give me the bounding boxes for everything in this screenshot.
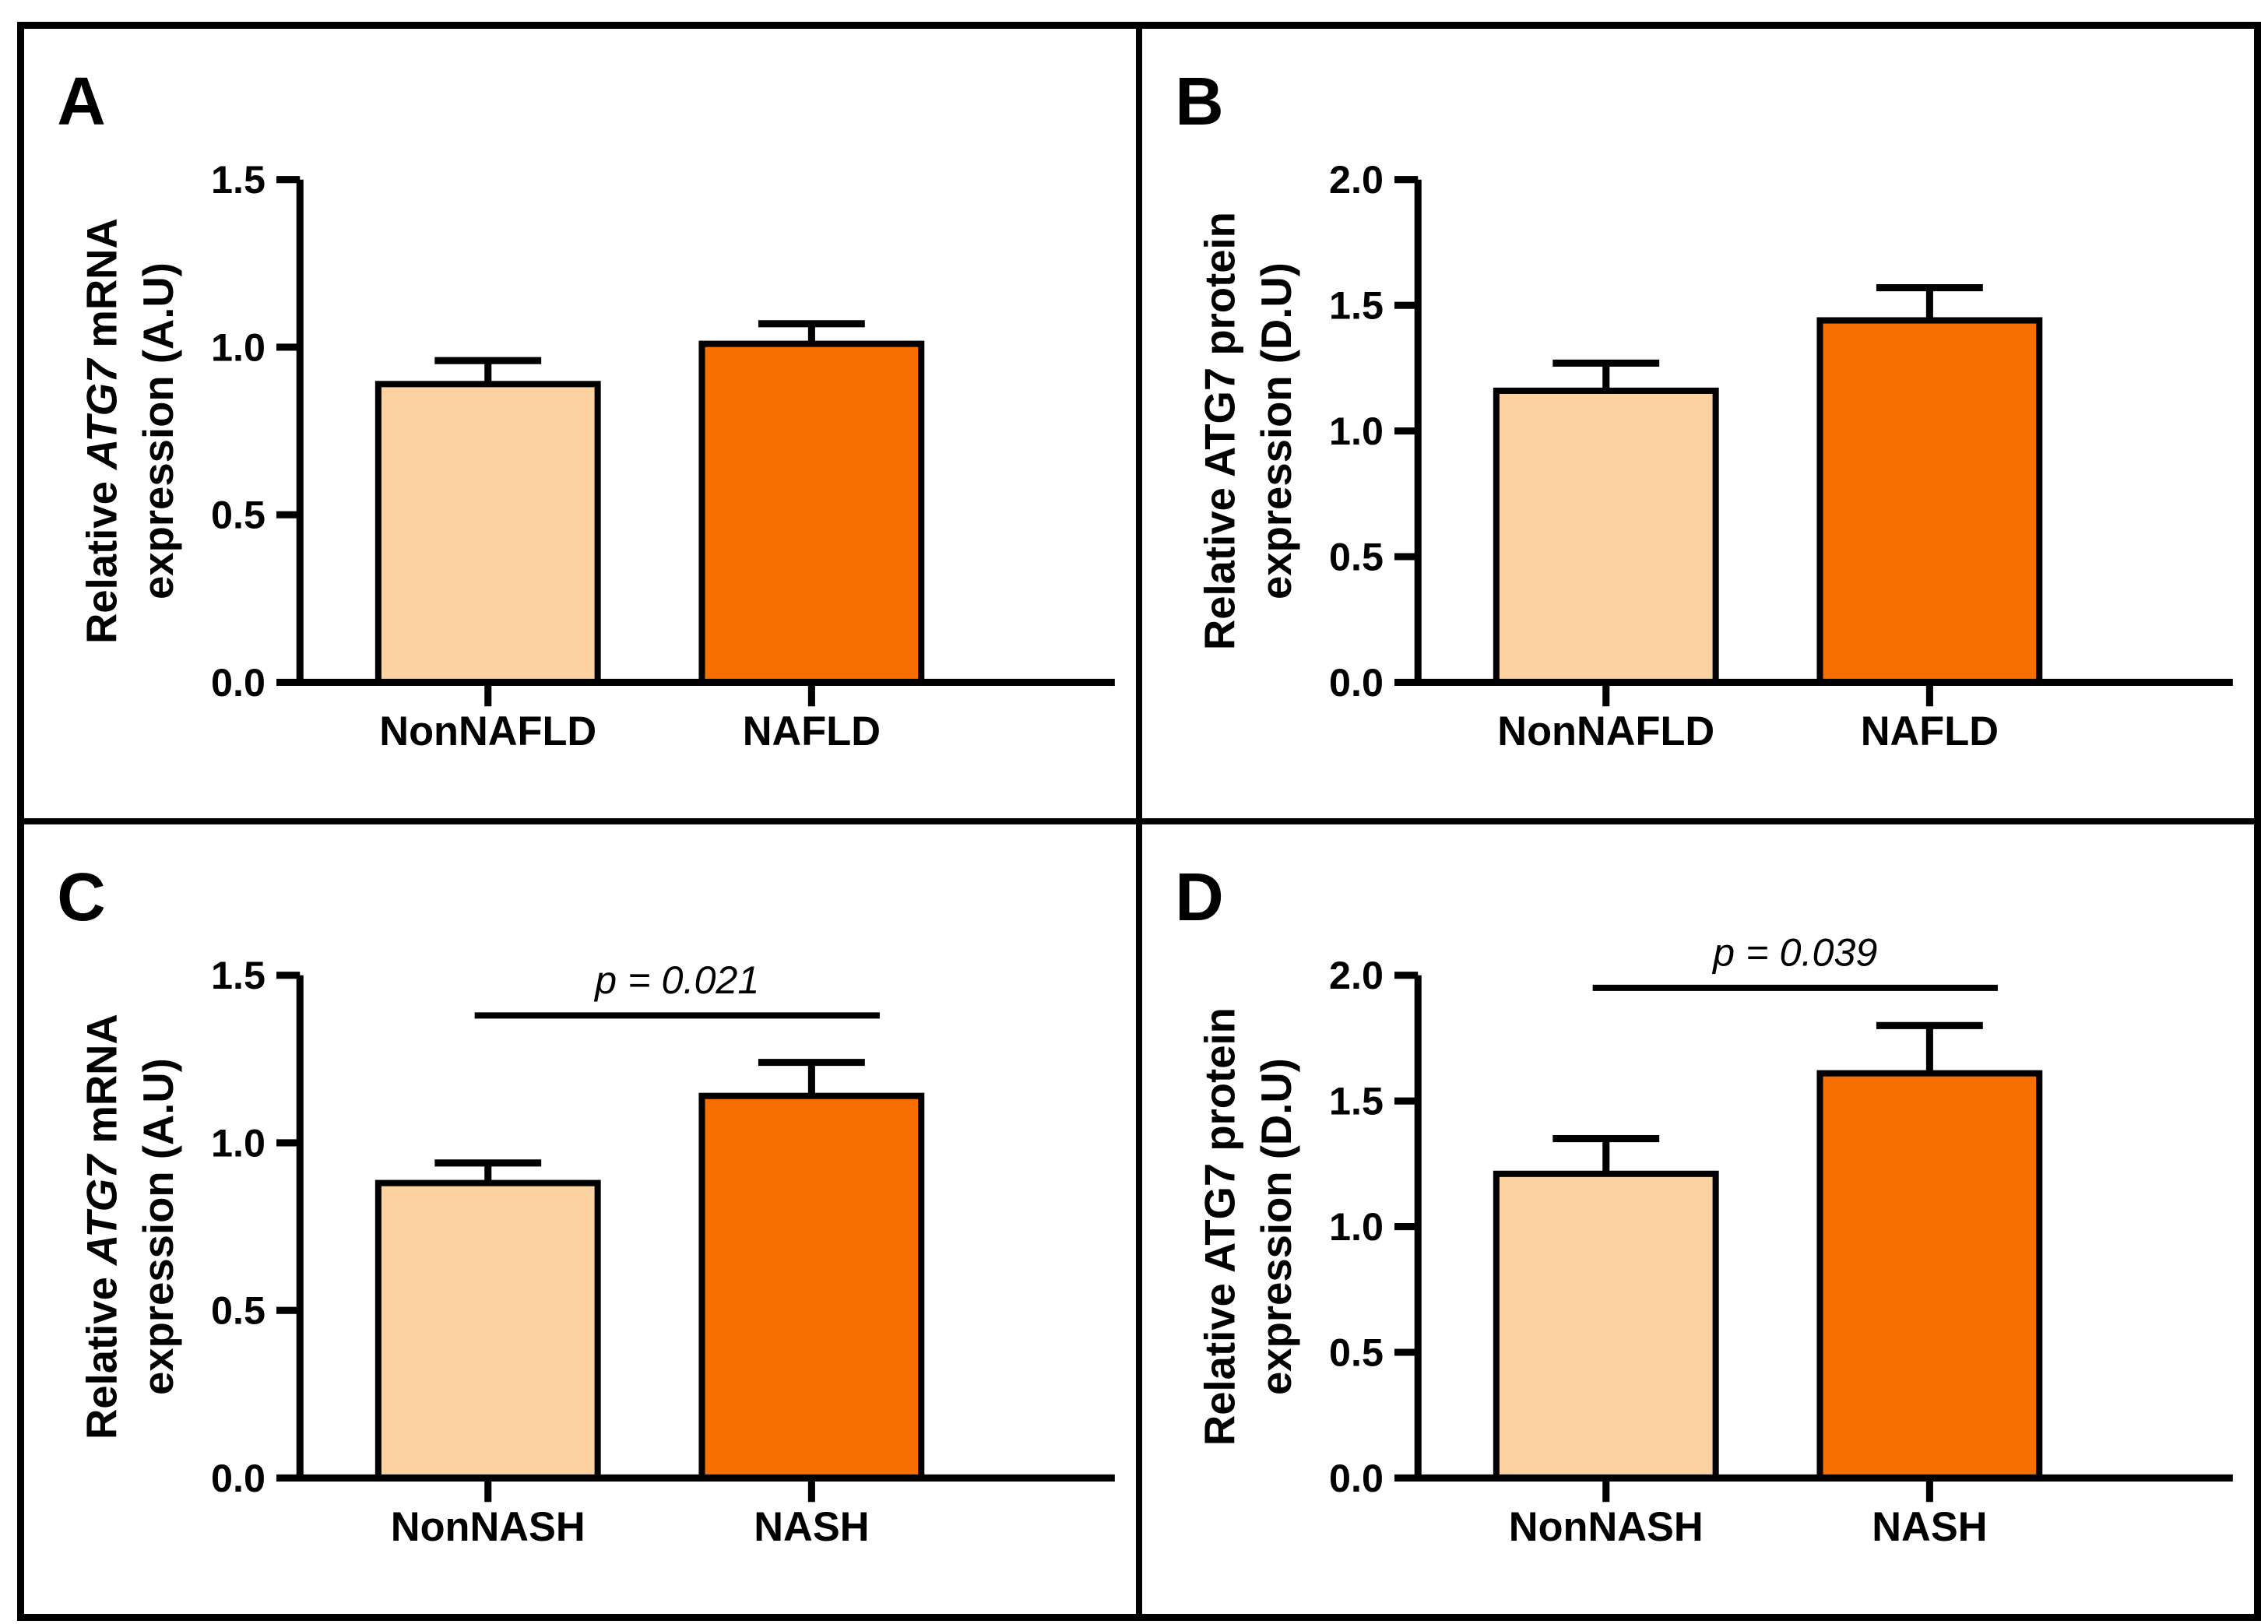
- y-tick-label: 0.0: [1329, 1456, 1384, 1500]
- category-label-nafld: NAFLD: [743, 709, 881, 754]
- category-label-nonnash: NonNASH: [1509, 1505, 1704, 1550]
- y-tick-label: 0.0: [1329, 660, 1384, 705]
- y-axis-label-line2: expression (A.U): [135, 1058, 182, 1395]
- y-tick-label: 0.0: [211, 660, 265, 705]
- panel-letter-d: D: [1175, 860, 1223, 935]
- bar-nafld: [1816, 317, 2043, 686]
- bar-nonnafld: [374, 381, 601, 686]
- category-label-nonnafld: NonNAFLD: [1497, 709, 1714, 754]
- y-tick-label: 2.0: [1329, 157, 1384, 202]
- y-tick-label: 1.5: [211, 157, 265, 202]
- y-tick-label: 1.5: [211, 953, 265, 997]
- y-tick-label: 0.5: [211, 493, 265, 537]
- y-axis-label-line2: expression (D.U): [1253, 262, 1300, 599]
- y-axis-label-line2: expression (D.U): [1253, 1058, 1300, 1395]
- panel-letter-c: C: [57, 860, 105, 935]
- category-label-nash: NASH: [1872, 1505, 1987, 1550]
- y-tick-label: 1.0: [211, 325, 265, 369]
- y-axis-label-line1: Relative ATG7 mRNA: [79, 218, 126, 644]
- y-axis-label-line2: expression (A.U): [135, 262, 182, 599]
- y-tick-label: 1.0: [1329, 409, 1384, 453]
- p-value-label: p = 0.039: [1711, 930, 1877, 975]
- y-axis-label-line1: Relative ATG7 mRNA: [79, 1014, 126, 1439]
- category-label-nafld: NAFLD: [1861, 709, 1999, 754]
- category-label-nonnafld: NonNAFLD: [379, 709, 596, 754]
- p-value-label: p = 0.021: [593, 958, 759, 1002]
- y-tick-label: 0.5: [1329, 534, 1384, 578]
- bar-nonnash: [374, 1179, 601, 1482]
- bar-nash: [698, 1092, 925, 1482]
- bar-nafld: [698, 340, 925, 686]
- panel-letter-a: A: [57, 65, 105, 139]
- panel-a: A 0.0 0.5 1.0 1.5 NonNAFLD NAFLD Relative ATG7 …: [24, 29, 1136, 818]
- bar-chart-c: C 0.0 0.5 1.0 1.5 NonNASH NASH Relative ATG7 mR…: [57, 860, 1115, 1550]
- bar-nonnash: [1493, 1170, 1719, 1482]
- y-axis-label-line1: Relative ATG7 protein: [1197, 212, 1244, 650]
- y-tick-label: 1.0: [1329, 1204, 1384, 1249]
- bar-chart-d: D 0.0 0.5 1.0 1.5 2.0 NonNASH NASH Relative ATG7…: [1175, 860, 2233, 1550]
- panel-d: D 0.0 0.5 1.0 1.5 2.0 NonNASH NASH Relative ATG7…: [1142, 824, 2254, 1614]
- bar-chart-a: A 0.0 0.5 1.0 1.5 NonNAFLD NAFLD Relative ATG7 …: [57, 65, 1115, 754]
- category-label-nash: NASH: [754, 1505, 869, 1550]
- bar-nash: [1816, 1070, 2043, 1482]
- y-tick-label: 0.5: [211, 1288, 265, 1333]
- y-tick-label: 0.5: [1329, 1330, 1384, 1374]
- bar-chart-b: B 0.0 0.5 1.0 1.5 2.0 NonNAFLD NAFLD Relative AT…: [1175, 65, 2233, 754]
- y-axis-label-line1: Relative ATG7 protein: [1197, 1007, 1244, 1446]
- panel-c: C 0.0 0.5 1.0 1.5 NonNASH NASH Relative ATG7 mR…: [24, 824, 1136, 1614]
- y-tick-label: 1.5: [1329, 283, 1384, 328]
- y-tick-label: 2.0: [1329, 953, 1384, 997]
- y-tick-label: 1.0: [211, 1120, 265, 1165]
- category-label-nonnash: NonNASH: [391, 1505, 585, 1550]
- y-tick-label: 0.0: [211, 1456, 265, 1500]
- panel-letter-b: B: [1175, 65, 1223, 139]
- y-tick-label: 1.5: [1329, 1079, 1384, 1123]
- figure-frame: A 0.0 0.5 1.0 1.5 NonNAFLD NAFLD Relative ATG7 …: [17, 22, 2261, 1621]
- panel-b: B 0.0 0.5 1.0 1.5 2.0 NonNAFLD NAFLD Relative AT…: [1142, 29, 2254, 818]
- bar-nonnafld: [1493, 387, 1719, 686]
